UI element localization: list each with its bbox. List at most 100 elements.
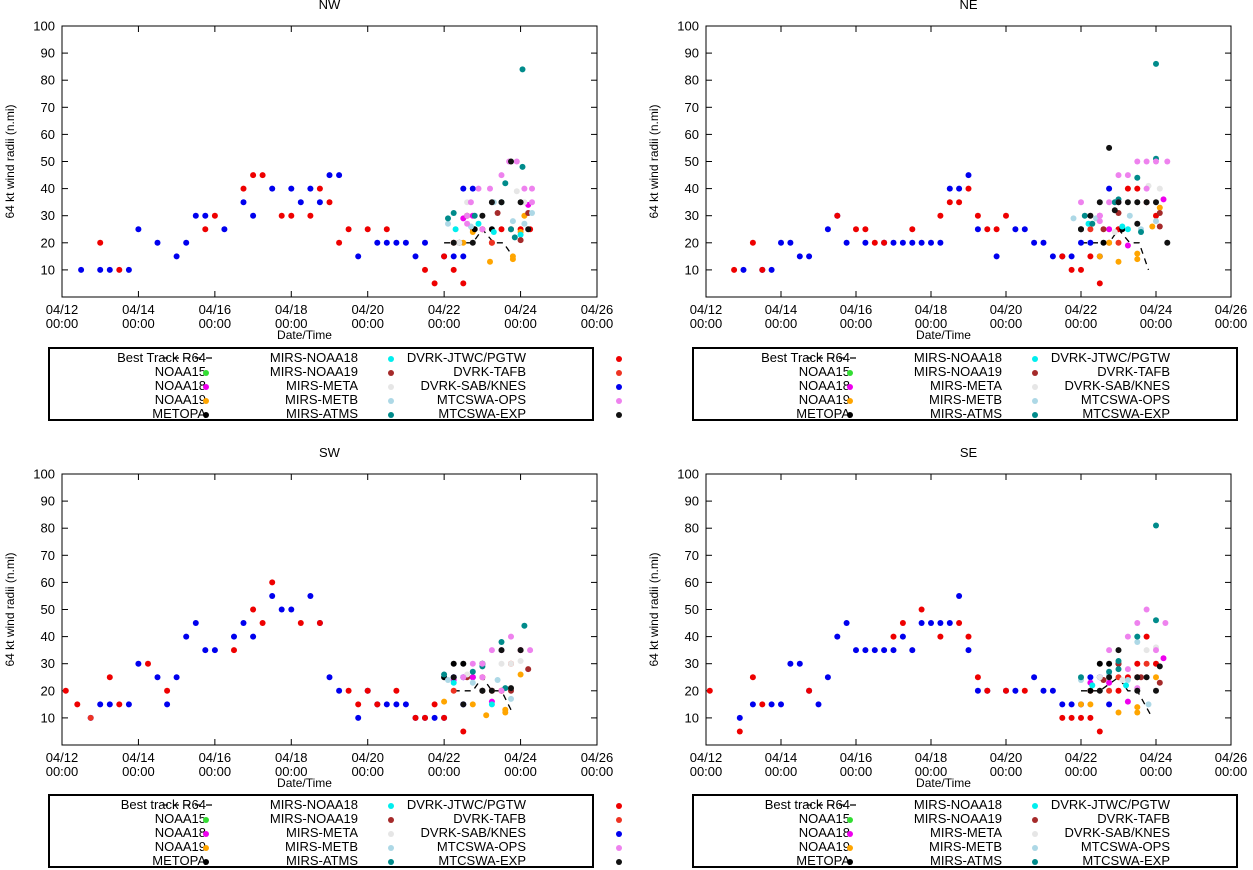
point-dvrk-sab-knes — [1059, 701, 1066, 708]
point-dvrk-sab-knes — [843, 620, 850, 626]
y-tick-label: 70 — [685, 100, 699, 115]
point-mtcswa-exp — [508, 158, 514, 165]
y-tick-label: 10 — [41, 262, 55, 277]
legend-label: MIRS-NOAA19 — [914, 811, 1002, 826]
legend-label: DVRK-JTWC/PGTW — [407, 350, 527, 365]
point-dvrk-jtwc-pgtw — [1021, 687, 1028, 694]
point-mtcswa-exp — [488, 199, 495, 206]
point-dvrk-tafb — [1115, 239, 1122, 246]
x-tick-date: 04/12 — [690, 302, 723, 317]
legend-label: DVRK-TAFB — [1097, 364, 1170, 379]
x-tick-date: 04/14 — [765, 750, 798, 765]
point-noaa19 — [1115, 258, 1122, 265]
point-noaa18 — [1124, 698, 1131, 705]
point-dvrk-sab-knes — [422, 239, 428, 246]
point-mirs-atms — [1134, 633, 1141, 640]
x-tick-date: 04/26 — [581, 302, 614, 317]
point-dvrk-sab-knes — [221, 226, 228, 233]
x-axis-label: Date/Time — [916, 776, 971, 790]
point-mtcswa-exp — [1134, 220, 1141, 227]
point-mirs-atms — [511, 234, 518, 241]
point-dvrk-sab-knes — [393, 701, 400, 708]
legend-marker — [203, 398, 209, 404]
x-tick-time: 00:00 — [46, 764, 79, 779]
legend-label: MIRS-NOAA19 — [270, 811, 358, 826]
point-mirs-atms — [1081, 212, 1088, 219]
point-dvrk-sab-knes — [1021, 226, 1028, 233]
point-mirs-atms — [1106, 668, 1113, 675]
point-dvrk-sab-knes — [402, 701, 409, 708]
point-dvrk-jtwc-pgtw — [890, 633, 897, 640]
point-mirs-metb — [1124, 677, 1131, 683]
point-noaa19 — [1153, 674, 1159, 681]
point-dvrk-jtwc-pgtw — [316, 185, 323, 192]
y-axis-label: 64 kt wind radii (n.mi) — [3, 552, 17, 666]
point-dvrk-jtwc-pgtw — [364, 687, 371, 694]
y-tick-label: 60 — [41, 575, 55, 590]
x-tick-date: 04/24 — [1140, 750, 1173, 765]
chart-se: SE10203040506070809010004/1200:0004/1400… — [647, 445, 1247, 868]
point-mirs-noaa19 — [1156, 210, 1163, 216]
point-mtcswa-exp — [1096, 687, 1103, 694]
point-dvrk-sab-knes — [269, 185, 276, 192]
series-line-best-track-r64 — [1081, 228, 1150, 271]
point-metopa — [1106, 660, 1113, 667]
point-dvrk-sab-knes — [154, 674, 161, 681]
y-tick-label: 20 — [41, 683, 55, 698]
point-noaa19 — [1149, 223, 1156, 230]
legend-marker — [388, 845, 394, 851]
point-mirs-atms — [1115, 658, 1122, 664]
point-dvrk-sab-knes — [154, 239, 161, 246]
x-tick-date: 04/26 — [1215, 302, 1248, 317]
point-mtcswa-ops — [498, 687, 505, 694]
legend-label: NOAA19 — [155, 839, 206, 854]
point-dvrk-jtwc-pgtw — [326, 199, 333, 206]
point-dvrk-jtwc-pgtw — [106, 674, 113, 681]
y-axis-label: 64 kt wind radii (n.mi) — [3, 104, 17, 218]
point-mirs-meta — [498, 660, 505, 667]
legend-box — [48, 794, 594, 868]
chart-title: NW — [319, 0, 341, 12]
x-tick-time: 00:00 — [840, 316, 873, 331]
x-axis-label: Date/Time — [916, 328, 971, 342]
y-tick-label: 80 — [685, 521, 699, 536]
point-mirs-metb — [445, 677, 451, 683]
point-mtcswa-exp — [498, 647, 505, 654]
legend-label: MIRS-ATMS — [930, 406, 1002, 421]
x-tick-date: 04/20 — [990, 750, 1023, 765]
chart-title: SE — [960, 445, 978, 460]
point-mtcswa-exp — [1153, 687, 1159, 694]
point-dvrk-sab-knes — [824, 226, 831, 233]
x-tick-date: 04/26 — [581, 750, 614, 765]
point-mtcswa-ops — [1134, 158, 1141, 165]
point-mirs-atms — [445, 215, 451, 222]
point-dvrk-jtwc-pgtw — [862, 226, 869, 233]
point-mirs-metb — [445, 220, 451, 227]
point-dvrk-sab-knes — [806, 253, 813, 260]
legend-label: NOAA19 — [155, 392, 206, 407]
point-dvrk-sab-knes — [824, 674, 831, 681]
legend-label: NOAA15 — [155, 364, 206, 379]
x-tick-time: 00:00 — [504, 764, 537, 779]
point-dvrk-sab-knes — [965, 172, 972, 179]
point-mirs-atms — [1115, 666, 1122, 673]
point-dvrk-sab-knes — [909, 239, 916, 246]
point-mtcswa-exp — [517, 647, 524, 654]
point-metopa — [1100, 239, 1107, 246]
point-dvrk-jtwc-pgtw — [974, 674, 981, 681]
legend-label: MTCSWA-EXP — [438, 406, 526, 421]
y-tick-label: 60 — [685, 127, 699, 142]
point-dvrk-jtwc-pgtw — [881, 239, 888, 246]
point-mtcswa-ops — [460, 674, 467, 681]
legend-marker — [388, 398, 394, 404]
point-metopa — [1087, 687, 1094, 694]
point-dvrk-jtwc-pgtw — [460, 280, 467, 287]
point-dvrk-sab-knes — [231, 633, 237, 640]
chart-title: NE — [959, 0, 977, 12]
x-tick-date: 04/16 — [199, 750, 232, 765]
y-tick-label: 40 — [41, 181, 55, 196]
point-mirs-metb — [1126, 212, 1133, 219]
legend-label: MIRS-ATMS — [286, 853, 358, 868]
point-mtcswa-exp — [525, 226, 532, 233]
point-dvrk-jtwc-pgtw — [909, 226, 916, 233]
